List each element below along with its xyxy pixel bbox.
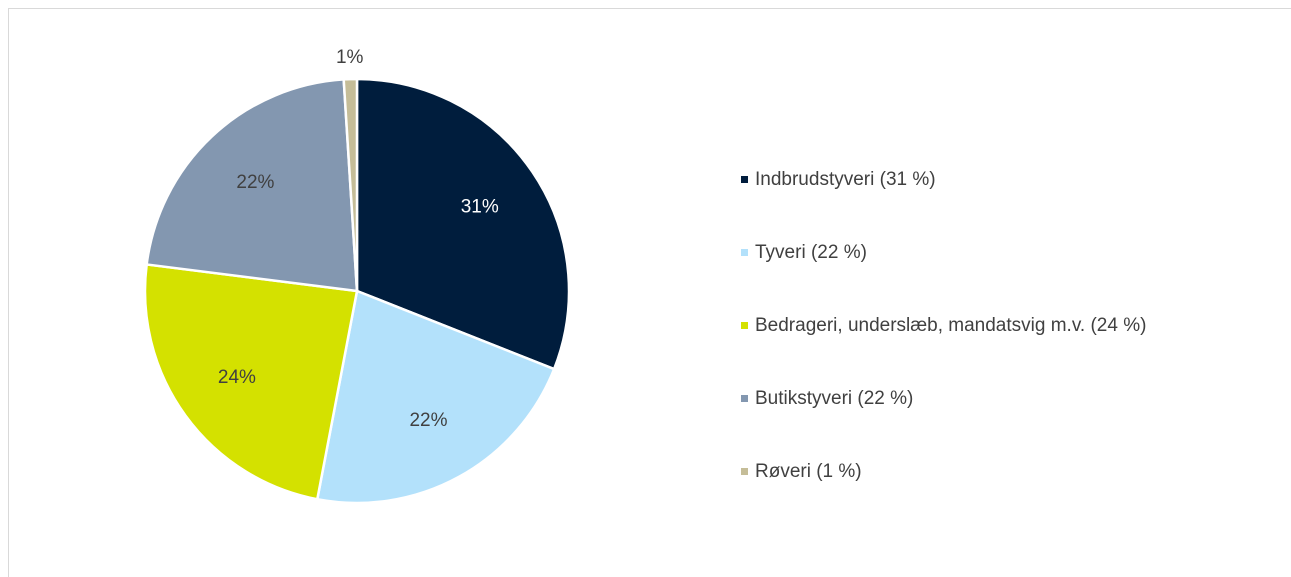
data-label: 24%	[218, 367, 256, 388]
data-label: 31%	[461, 197, 499, 218]
legend-label: Tyveri (22 %)	[755, 242, 867, 263]
legend-marker	[741, 395, 748, 402]
legend-label: Bedrageri, underslæb, mandatsvig m.v. (2…	[755, 315, 1146, 336]
pie-slice	[145, 78, 359, 293]
legend-label: Indbrudstyveri (31 %)	[755, 169, 936, 190]
legend-marker	[741, 249, 748, 256]
data-label: 22%	[409, 410, 447, 431]
legend-marker	[741, 176, 748, 183]
data-label: 22%	[236, 172, 274, 193]
legend-label: Røveri (1 %)	[755, 461, 862, 482]
legend-marker	[741, 322, 748, 329]
pie-slice	[315, 289, 556, 505]
data-label: 1%	[336, 47, 364, 68]
legend-marker	[741, 468, 748, 475]
pie-slice	[143, 263, 359, 501]
pie-slice	[342, 77, 359, 292]
legend-label: Butikstyveri (22 %)	[755, 388, 913, 409]
chart-frame	[8, 8, 1291, 577]
pie-slice	[355, 77, 571, 371]
